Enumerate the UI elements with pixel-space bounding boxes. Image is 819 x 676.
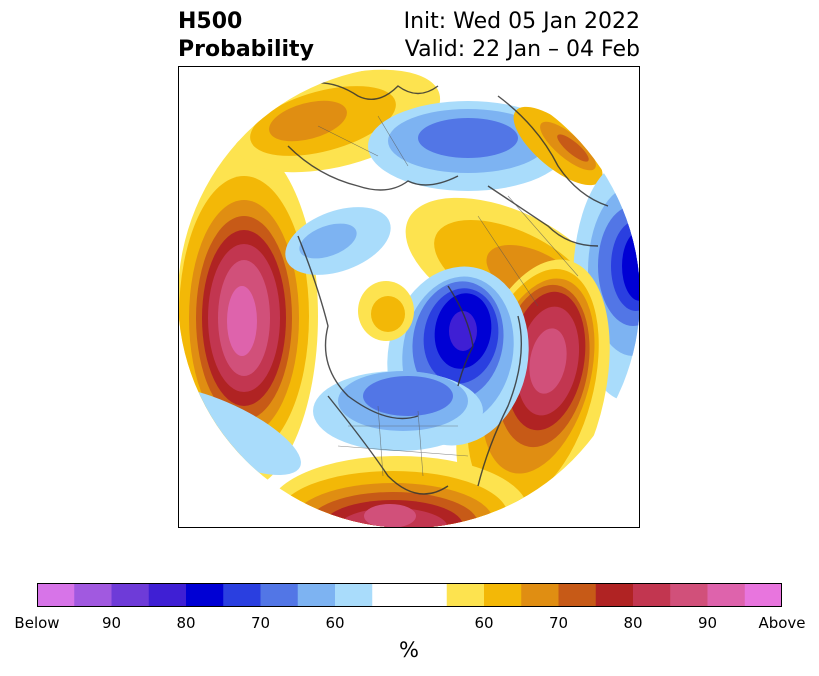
colorbar-label: 60 [325, 614, 345, 632]
colorbar-swatch [335, 583, 373, 607]
init-date: Init: Wed 05 Jan 2022 [403, 9, 640, 34]
anomaly-shading [178, 69, 640, 528]
colorbar-swatch [111, 583, 150, 607]
colorbar-swatch [446, 583, 485, 607]
colorbar-swatch [409, 583, 448, 607]
colorbar-swatch [484, 583, 522, 607]
political-borders [317, 115, 579, 477]
colorbar [37, 583, 782, 607]
colorbar-label: 80 [623, 614, 643, 632]
hudson-above-anomaly [358, 281, 414, 341]
us-above-anomaly [268, 456, 528, 528]
colorbar-swatch [595, 583, 634, 607]
probability-map [178, 66, 640, 528]
colorbar-label: 90 [697, 614, 718, 632]
canada-below-anomaly [313, 371, 483, 451]
colorbar-swatch [223, 583, 261, 607]
colorbar-label: 70 [548, 614, 569, 632]
colorbar-swatch [744, 583, 782, 607]
colorbar-swatch [148, 583, 187, 607]
colorbar-swatch [297, 583, 336, 607]
colorbar-swatch [372, 583, 410, 607]
valid-range: Valid: 22 Jan – 04 Feb [404, 37, 640, 62]
coastlines [287, 81, 609, 527]
colorbar-border [37, 583, 782, 607]
colorbar-label: 60 [474, 614, 494, 632]
colorbar-labels: Below 90 80 70 60 60 70 80 90 Above [0, 614, 819, 634]
colorbar-label: Below [14, 614, 60, 632]
colorbar-swatch [260, 583, 299, 607]
colorbar-swatch [74, 583, 112, 607]
colorbar-swatch [521, 583, 559, 607]
colorbar-label: 80 [176, 614, 196, 632]
colorbar-swatch [186, 583, 224, 607]
colorbar-label: Above [758, 614, 806, 632]
colorbar-swatch [558, 583, 597, 607]
colorbar-label: 90 [101, 614, 122, 632]
title-block-left: H500 Probability [178, 8, 314, 64]
map-frame-border [178, 66, 640, 528]
map-title: H500 [178, 9, 243, 34]
colorbar-swatch [37, 583, 75, 607]
colorbar-swatch [707, 583, 746, 607]
map-subtitle: Probability [178, 37, 314, 62]
colorbar-swatch [670, 583, 708, 607]
colorbar-label: 70 [250, 614, 271, 632]
pacific-above-anomaly [178, 141, 318, 491]
colorbar-swatch [633, 583, 671, 607]
colorbar-unit: % [399, 638, 419, 662]
title-block-right: Init: Wed 05 Jan 2022 Valid: 22 Jan – 04… [404, 8, 640, 64]
